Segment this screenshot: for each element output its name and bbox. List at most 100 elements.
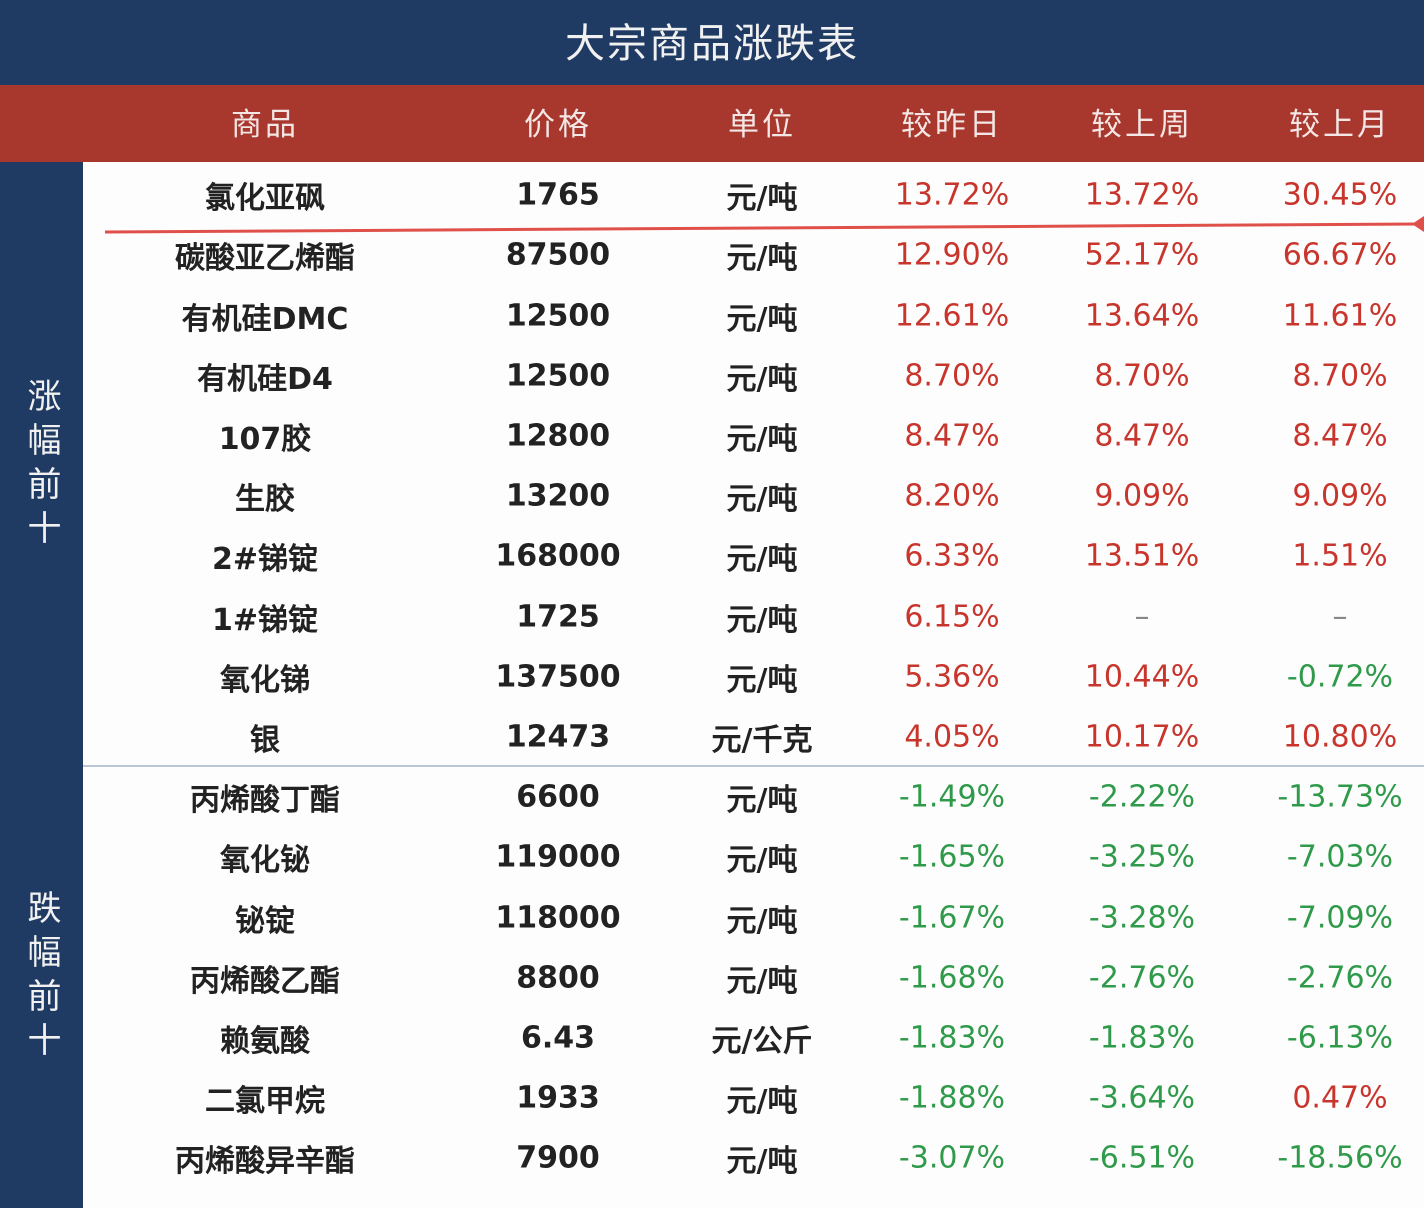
change-cell: -2.76% [1088,960,1196,996]
change-cell: -1.49% [898,779,1006,815]
change-cell: -3.25% [1088,839,1196,875]
arrow-head [1412,216,1424,232]
change-cell: – [1134,599,1150,634]
arrow-line [104,222,1421,234]
change-cell: 4.05% [904,719,1000,755]
change-cell: 5.36% [904,659,1000,695]
change-cell: -1.65% [898,839,1006,875]
change-cell: 9.09% [1094,478,1190,514]
cell: 168000 [495,538,621,574]
change-cell: 10.80% [1282,719,1398,755]
change-cell: -13.73% [1277,779,1403,815]
change-cell: 10.44% [1084,659,1200,695]
change-cell: 8.70% [904,358,1000,394]
item-name: 丙烯酸异辛酯 [175,1144,355,1180]
change-cell: -6.13% [1286,1020,1394,1056]
cell: 元/吨 [726,301,798,337]
cell: 6.43 [520,1020,596,1056]
change-cell: -1.83% [898,1020,1006,1056]
change-cell: 1.51% [1292,538,1388,574]
change-cell: 52.17% [1084,237,1200,273]
cell: 元/千克 [711,722,813,758]
change-cell: -3.07% [898,1140,1006,1176]
item-name: 铋锭 [235,903,295,939]
column-header: 商品 [231,107,299,143]
group-column: 涨幅前十 跌幅前十 [0,162,83,1208]
cell: 元/吨 [726,843,798,879]
item-name: 2#锑锭 [211,542,319,578]
change-cell: 8.20% [904,478,1000,514]
change-cell: -1.83% [1088,1020,1196,1056]
change-cell: 13.72% [894,177,1010,213]
change-cell: 6.33% [904,538,1000,574]
item-name: 1#锑锭 [211,602,319,638]
change-cell: -2.76% [1286,960,1394,996]
cell: 1933 [516,1080,600,1116]
change-cell: 10.17% [1084,719,1200,755]
change-cell: 13.64% [1084,298,1200,333]
cell: 6600 [516,779,600,815]
change-cell: 13.51% [1084,538,1200,574]
change-cell: 66.67% [1282,237,1398,273]
group-label: 涨幅前十 [0,165,83,767]
change-cell: -6.51% [1088,1140,1196,1176]
cell: 137500 [495,659,621,695]
column-header: 较上周 [1091,107,1193,143]
cell: 元/吨 [726,361,798,397]
column-header: 较上月 [1289,107,1391,143]
cell: 元/吨 [726,602,798,638]
item-name: 丙烯酸乙酯 [190,963,340,999]
header-row: 商品 价格 单位 较昨日 较上周 较上月 [0,85,1424,162]
change-cell: -1.67% [898,900,1006,935]
cell: 元/吨 [726,963,798,999]
item-name: 有机硅DMC [181,301,349,337]
item-name: 氯化亚砜 [205,181,325,217]
item-name: 生胶 [235,482,295,518]
cell: 12473 [505,719,611,755]
change-cell: 13.72% [1084,177,1200,213]
change-cell: 0.47% [1292,1080,1388,1116]
cell: 119000 [495,839,621,875]
cell: 元/吨 [726,783,798,819]
column-header: 较昨日 [901,107,1003,143]
item-name: 银 [250,722,280,758]
change-cell: -7.09% [1286,900,1394,935]
change-cell: 9.09% [1292,478,1388,514]
cell: 元/吨 [726,482,798,518]
cell: 8800 [516,960,600,996]
item-name: 有机硅D4 [197,361,333,397]
cell: 元/吨 [726,421,798,457]
item-name: 赖氨酸 [220,1023,310,1059]
item-name: 二氯甲烷 [205,1084,325,1120]
change-cell: 30.45% [1282,177,1398,213]
cell: 元/吨 [726,241,798,277]
cell: 12500 [505,358,611,394]
change-cell: -18.56% [1277,1140,1403,1176]
group-label-text: 跌幅前十 [21,889,61,1066]
cell: 元/吨 [726,181,798,217]
change-cell: -0.72% [1286,659,1394,695]
change-cell: -2.22% [1088,779,1196,815]
item-name: 碳酸亚乙烯酯 [175,241,355,277]
item-name: 丙烯酸丁酯 [190,783,340,819]
column-header: 价格 [524,107,592,143]
cell: 1725 [516,599,600,634]
cell: 元/吨 [726,1144,798,1180]
change-cell: 8.47% [1292,418,1388,454]
title: 大宗商品涨跌表 [0,0,1424,85]
change-cell: -3.64% [1088,1080,1196,1116]
change-cell: 8.70% [1292,358,1388,394]
change-cell: -1.88% [898,1080,1006,1116]
cell: 元/吨 [726,662,798,698]
change-cell: 8.70% [1094,358,1190,394]
change-cell: 11.61% [1282,298,1398,333]
cell: 元/吨 [726,903,798,939]
change-cell: -7.03% [1286,839,1394,875]
item-name: 107胶 [218,421,312,457]
cell: 87500 [505,237,611,273]
cell: 12500 [505,298,611,333]
cell: 1765 [516,177,600,213]
cell: 13200 [505,478,611,514]
change-cell: -3.28% [1088,900,1196,935]
